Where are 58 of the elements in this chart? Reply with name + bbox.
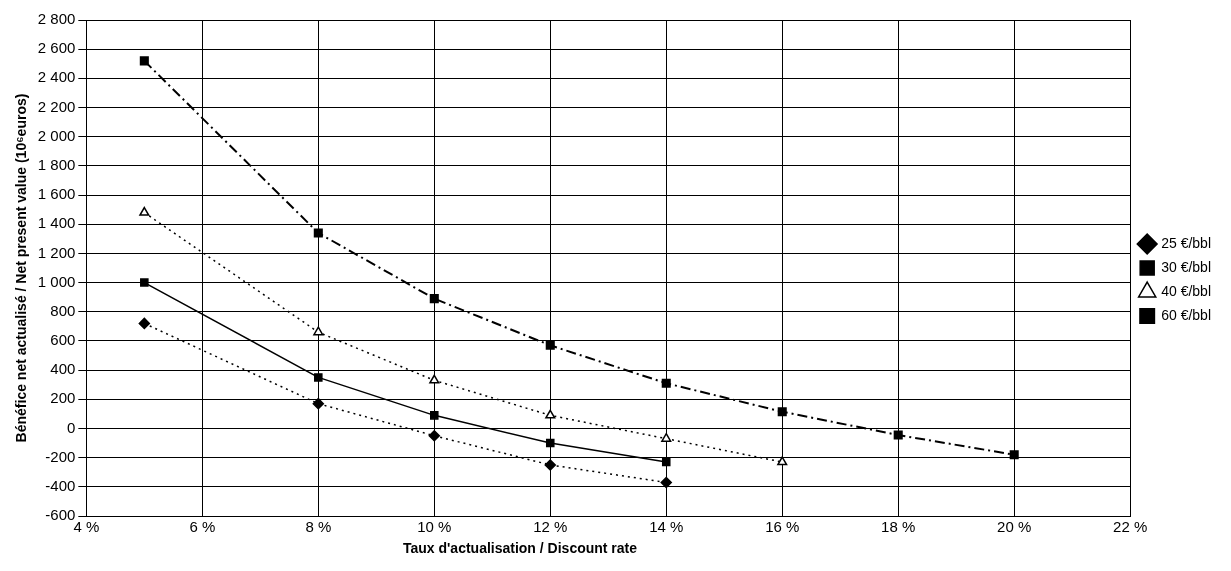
x-tick-label: 18 %: [881, 518, 916, 536]
point: [661, 432, 672, 442]
x-tick-label: 10 %: [417, 518, 452, 536]
point: [545, 409, 556, 419]
point: [139, 56, 149, 66]
y-tick-label: -200: [45, 447, 76, 465]
x-tick-label: 8 %: [305, 518, 332, 536]
y-tick-label: -600: [45, 506, 76, 524]
x-axis-title: Taux d'actualisation / Discount rate: [401, 540, 639, 556]
point: [544, 459, 557, 471]
x-tick-label: 12 %: [533, 518, 568, 536]
point: [138, 317, 151, 330]
point: [139, 206, 150, 216]
x-tick-label: 16 %: [765, 518, 800, 536]
point: [314, 373, 323, 382]
point: [661, 457, 671, 467]
legend-label: 25 €/bbl: [1161, 234, 1212, 251]
point: [428, 430, 441, 442]
y-tick-label: 2 800: [37, 10, 76, 28]
y-tick-label: 2 200: [37, 97, 76, 115]
point: [429, 374, 440, 384]
y-tick-label: 1 000: [37, 272, 76, 290]
y-tick-label: 0: [66, 418, 76, 436]
point: [1009, 450, 1019, 460]
y-tick-label: 400: [50, 360, 76, 378]
x-tick-label: 20 %: [997, 518, 1032, 536]
point: [661, 378, 671, 388]
point: [140, 278, 149, 287]
y-tick-label: 1 400: [37, 214, 76, 232]
y-tick-label: -400: [45, 476, 76, 494]
y-tick-label: 200: [50, 389, 76, 407]
y-tick-label: 1 600: [37, 185, 76, 203]
y-tick-label: 1 800: [37, 156, 76, 174]
point: [312, 397, 325, 410]
x-tick-label: 4 %: [73, 518, 100, 536]
y-tick-label: 800: [50, 301, 76, 319]
point: [893, 430, 903, 440]
point: [430, 411, 439, 420]
x-tick-label: 6 %: [189, 518, 216, 536]
y-axis-title: Bénéfice net actualisé / Net present value (10⁶euros): [13, 93, 30, 443]
y-tick-label: 2 000: [37, 126, 76, 144]
point: [660, 476, 672, 489]
y-tick-label: 600: [50, 331, 76, 349]
x-tick-label: 22 %: [1113, 518, 1148, 536]
point: [777, 456, 788, 466]
point: [545, 340, 555, 350]
x-tick-label: 14 %: [649, 518, 684, 536]
point: [545, 438, 555, 448]
y-tick-label: 2 400: [37, 68, 76, 86]
point: [429, 294, 439, 304]
point: [777, 407, 787, 417]
y-tick-label: 1 200: [37, 243, 76, 261]
point: [313, 326, 324, 336]
point: [313, 228, 323, 238]
legend-label: 40 €/bbl: [1161, 282, 1212, 299]
legend-label: 30 €/bbl: [1161, 258, 1212, 275]
legend-label: 60 €/bbl: [1161, 306, 1212, 323]
y-tick-label: 2 600: [37, 39, 76, 57]
